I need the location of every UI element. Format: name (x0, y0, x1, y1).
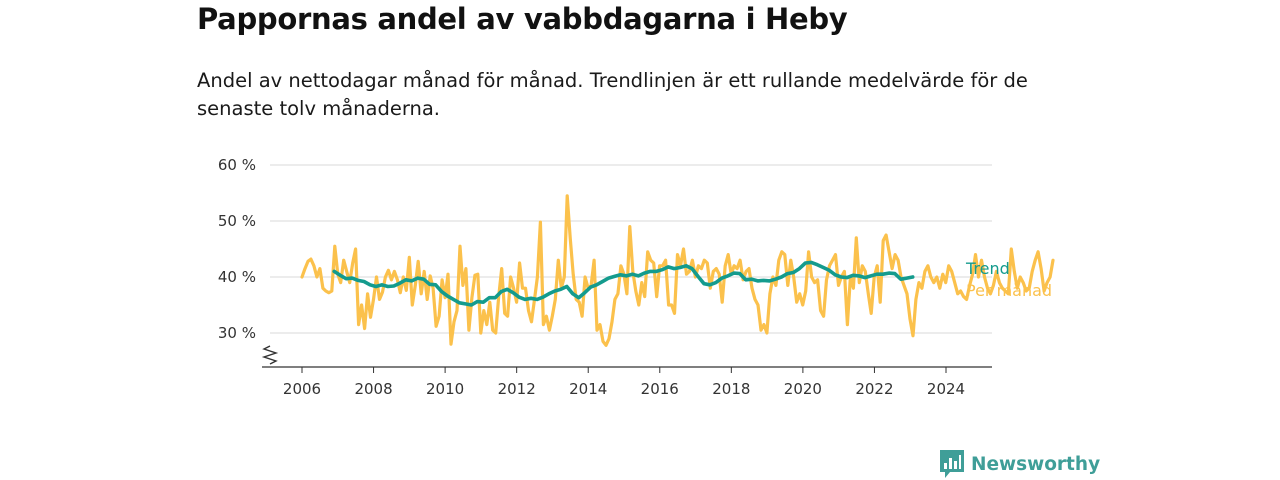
brand-name: Newsworthy (971, 453, 1101, 475)
x-tick-label: 2022 (855, 380, 893, 398)
y-tick-label: 30 % (218, 324, 256, 342)
y-tick-label: 60 % (218, 156, 256, 174)
series-line-per-manad (300, 194, 1055, 347)
y-tick-label: 50 % (218, 212, 256, 230)
x-tick-label: 2012 (498, 380, 536, 398)
x-tick-label: 2006 (283, 380, 321, 398)
series-line-trend (332, 260, 915, 307)
legend-per-manad: Per månad (966, 281, 1052, 300)
x-tick-label: 2014 (569, 380, 607, 398)
x-tick-label: 2016 (641, 380, 679, 398)
x-tick-label: 2008 (354, 380, 392, 398)
y-tick-label: 40 % (218, 268, 256, 286)
x-tick-label: 2010 (426, 380, 464, 398)
newsworthy-bars-icon (940, 450, 964, 478)
x-tick-label: 2024 (927, 380, 965, 398)
chart-title: Pappornas andel av vabbdagarna i Heby (197, 2, 848, 36)
newsworthy-logo[interactable]: Newsworthy (940, 450, 1100, 478)
x-tick-label: 2020 (784, 380, 822, 398)
line-chart: 30 % 40 % 50 % 60 % 2006 2008 2010 2012 2014 2016… (218, 156, 1055, 398)
axis-break-icon (261, 345, 279, 365)
chart-subtitle: Andel av nettodagar månad för månad. Tre… (197, 69, 1028, 120)
legend-trend: Trend (965, 259, 1010, 278)
x-tick-label: 2018 (712, 380, 750, 398)
